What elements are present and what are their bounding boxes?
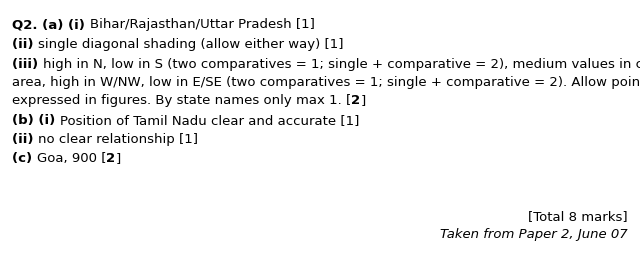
Text: Bihar/Rajasthan/Uttar Pradesh [1]: Bihar/Rajasthan/Uttar Pradesh [1]: [90, 18, 314, 31]
Text: (c): (c): [12, 152, 36, 165]
Text: (iii): (iii): [12, 58, 43, 71]
Text: no clear relationship [1]: no clear relationship [1]: [38, 133, 198, 146]
Text: (b) (i): (b) (i): [12, 114, 60, 127]
Text: Q2. (a) (i): Q2. (a) (i): [12, 18, 90, 31]
Text: Taken from Paper 2, June 07: Taken from Paper 2, June 07: [440, 228, 628, 241]
Text: Position of Tamil Nadu clear and accurate [1]: Position of Tamil Nadu clear and accurat…: [60, 114, 359, 127]
Text: Goa, 900 [: Goa, 900 [: [36, 152, 106, 165]
Text: expressed in figures. By state names only max 1. [: expressed in figures. By state names onl…: [12, 94, 351, 107]
Text: (ii): (ii): [12, 38, 38, 51]
Text: high in N, low in S (two comparatives = 1; single + comparative = 2), medium val: high in N, low in S (two comparatives = …: [43, 58, 640, 71]
Text: area, high in W/NW, low in E/SE (two comparatives = 1; single + comparative = 2): area, high in W/NW, low in E/SE (two com…: [12, 76, 640, 89]
Text: ]: ]: [115, 152, 120, 165]
Text: ]: ]: [360, 94, 365, 107]
Text: 2: 2: [351, 94, 360, 107]
Text: (ii): (ii): [12, 133, 38, 146]
Text: [Total 8 marks]: [Total 8 marks]: [529, 210, 628, 223]
Text: single diagonal shading (allow either way) [1]: single diagonal shading (allow either wa…: [38, 38, 344, 51]
Text: 2: 2: [106, 152, 115, 165]
